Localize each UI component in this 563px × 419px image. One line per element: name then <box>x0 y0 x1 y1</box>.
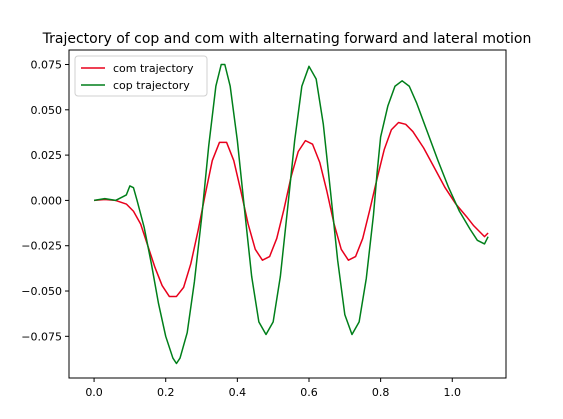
y-tick-label: 0.025 <box>31 149 63 162</box>
y-tick-label: −0.075 <box>21 330 62 343</box>
y-tick-label: 0.050 <box>31 104 63 117</box>
x-tick-label: 0.6 <box>300 386 318 399</box>
x-tick-label: 1.0 <box>444 386 462 399</box>
x-tick-label: 0.4 <box>229 386 247 399</box>
y-tick-label: 0.000 <box>31 194 63 207</box>
x-tick-label: 0.8 <box>372 386 390 399</box>
legend-box <box>74 55 208 97</box>
y-tick-label: −0.025 <box>21 240 62 253</box>
series-line-cop-trajectory <box>93 63 489 365</box>
x-tick-label: 0.0 <box>85 386 103 399</box>
legend-label: com trajectory <box>113 62 194 75</box>
axes-frame <box>68 49 507 379</box>
plot-area: 0.0 0.2 0.4 0.6 0.8 1.0 −0.075 −0.050 −0.025 0.00… <box>21 49 507 399</box>
chart-title: Trajectory of cop and com with alternati… <box>42 31 532 47</box>
y-tick-label: 0.075 <box>31 58 63 71</box>
y-tick-label: −0.050 <box>21 285 62 298</box>
legend-label: cop trajectory <box>113 79 190 92</box>
x-tick-label: 0.2 <box>157 386 175 399</box>
legend: com trajectory cop trajectory <box>74 55 208 97</box>
